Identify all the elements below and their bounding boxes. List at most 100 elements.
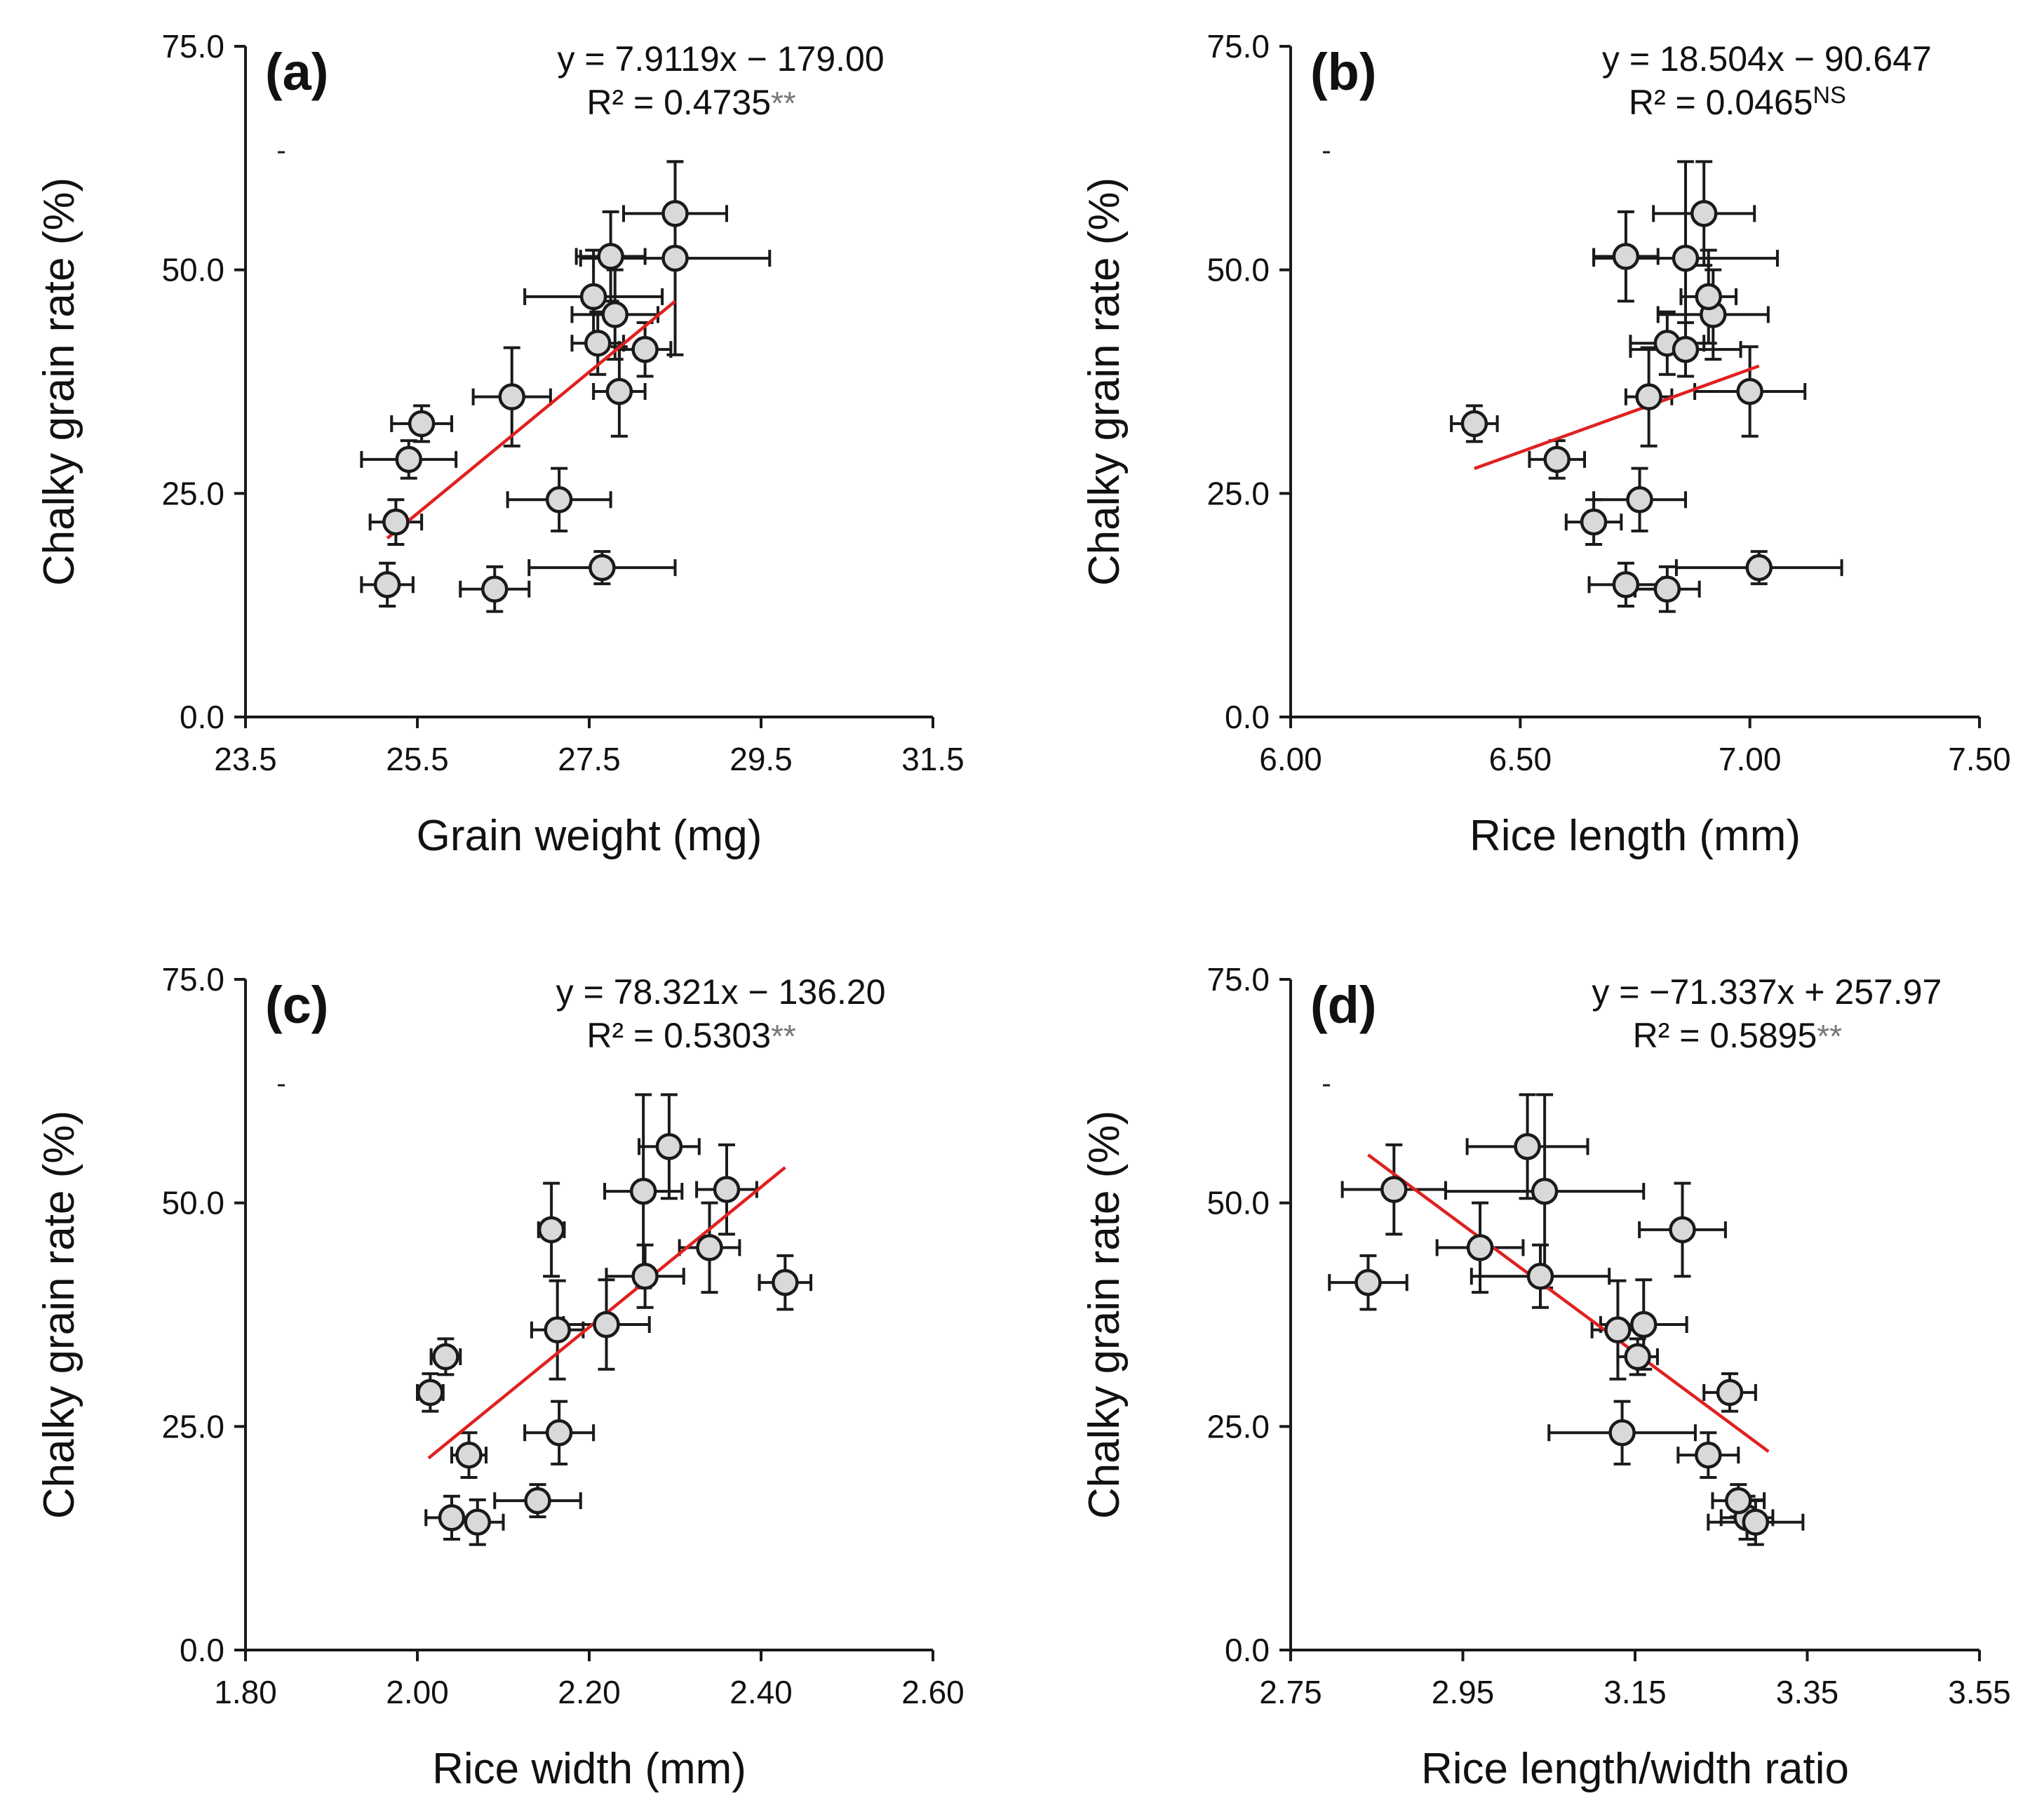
data-point [1690,200,1718,227]
data-point [601,301,628,328]
y-tick-label: 75.0 [1206,961,1270,998]
x-tick-label: 29.5 [729,741,793,777]
data-point [1531,1177,1559,1205]
regression-equation: y = 18.504x − 90.647 [1602,39,1932,79]
x-axis-label: Rice width (mm) [432,1745,746,1793]
data-point [1543,445,1571,474]
r-squared-text: R² = 0.0465NS [1629,82,1846,122]
data-point [1466,1234,1494,1261]
data-point [661,244,689,272]
y-tick-label: 75.0 [161,28,224,65]
data-point [1635,383,1662,410]
significance-marker: ** [771,85,796,121]
panel-d: 0.0 25.0 50.0 75.0 2.75 2.95 3.15 3.35 3.55 Rice … [1080,961,2011,1793]
r-squared-value: R² = 0.4735 [586,83,771,122]
significance-marker: ** [1817,1018,1842,1054]
x-tick-label: 6.00 [1259,741,1322,777]
data-point [438,1504,466,1531]
y-tick-label: 0.0 [1225,1632,1270,1668]
y-axis-label: Chalky grain rate (%) [1080,1111,1129,1519]
data-point [1624,1343,1651,1371]
x-tick-label: 3.35 [1776,1674,1839,1710]
y-axis-label: Chalky grain rate (%) [35,177,83,586]
data-point [1669,1216,1696,1244]
data-point [464,1508,491,1536]
data-point [524,1487,551,1515]
data-point [631,335,659,363]
significance-marker: ** [771,1018,796,1054]
y-tick-label: 50.0 [1206,252,1270,288]
r-squared-text: R² = 0.5303** [586,1016,796,1055]
data-point [589,554,616,582]
data-point [373,571,401,598]
r-squared-value: R² = 0.5895 [1633,1016,1817,1055]
data-point [432,1343,459,1371]
data-point [1608,1419,1636,1447]
regression-line [1474,364,1760,471]
data-point [1745,554,1773,582]
data-point [584,329,612,357]
data-point [597,243,624,270]
data-point [417,1379,444,1407]
x-tick-label: 31.5 [901,741,964,777]
panel-b: 0.0 25.0 50.0 75.0 6.00 6.50 7.00 7.50 Rice leng… [1080,28,2011,860]
regression-line [1367,1153,1770,1453]
regression-line [386,300,676,540]
x-axis-label: Rice length (mm) [1470,812,1801,860]
y-axis-label: Chalky grain rate (%) [35,1111,83,1519]
y-tick-label: 75.0 [1206,28,1270,65]
x-tick-label: 27.5 [558,741,621,777]
data-point [1672,244,1700,272]
panel-label: (b) [1310,43,1377,101]
x-tick-label: 2.20 [558,1674,621,1710]
y-axis-label: Chalky grain rate (%) [1080,177,1129,586]
data-point [545,486,573,514]
x-tick-label: 7.00 [1719,741,1782,777]
y-tick-label: 50.0 [161,252,224,288]
data-point [1380,1176,1408,1203]
x-tick-label: 2.75 [1259,1674,1322,1710]
data-point [713,1176,741,1203]
panel-label: (c) [265,976,328,1034]
r-squared-text: R² = 0.5895** [1633,1016,1843,1055]
data-point [481,575,509,603]
data-point [655,1133,683,1160]
data-point [1354,1268,1382,1296]
data-point [537,1216,565,1244]
x-tick-label: 2.60 [901,1674,964,1710]
significance-marker: NS [1813,82,1846,109]
data-point [395,445,422,474]
data-point [544,1316,571,1343]
data-point [661,200,689,227]
regression-equation: y = −71.337x + 257.97 [1592,972,1942,1012]
panel-label: (d) [1310,976,1377,1034]
x-tick-label: 1.80 [214,1674,277,1710]
r-squared-value: R² = 0.0465 [1629,83,1813,122]
x-tick-label: 7.50 [1948,741,2011,777]
y-tick-label: 0.0 [180,1632,224,1668]
y-tick-label: 50.0 [161,1185,224,1221]
y-tick-label: 0.0 [1225,699,1270,735]
data-point [382,508,410,536]
data-point [1626,486,1653,514]
data-point [498,383,525,410]
y-tick-label: 0.0 [180,699,224,735]
data-point [1736,377,1763,405]
y-tick-label: 75.0 [161,961,224,998]
data-point [1653,575,1681,603]
data-point [1612,243,1640,270]
panel-label: (a) [265,43,328,101]
panel-c: 0.0 25.0 50.0 75.0 1.80 2.00 2.20 2.40 2.60 Rice … [35,961,964,1793]
data-point [1742,1508,1770,1536]
data-point [1612,571,1640,598]
data-point [579,283,607,311]
data-point [629,1177,657,1205]
data-point [1514,1133,1541,1160]
regression-equation: y = 7.9119x − 179.00 [558,39,885,79]
x-tick-label: 2.00 [386,1674,449,1710]
data-point [772,1268,799,1296]
data-point [1580,508,1608,536]
error-bar [530,1279,585,1381]
x-tick-label: 2.40 [729,1674,793,1710]
